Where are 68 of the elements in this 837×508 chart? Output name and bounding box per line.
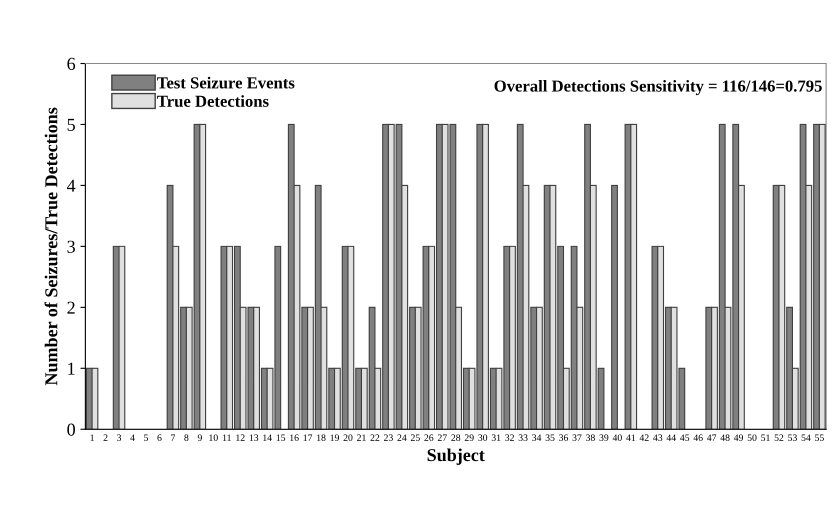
y-tick-label: 2 [67, 302, 75, 314]
x-tick-label: 47 [706, 434, 716, 441]
x-tick-label: 5 [144, 434, 148, 441]
x-tick-label: 41 [626, 434, 636, 441]
bar [611, 184, 618, 430]
legend-label: Test Seizure Events [157, 76, 294, 89]
annotation: Overall Detections Sensitivity = 116/146=0.795 [494, 80, 822, 96]
y-tick-label: 0 [67, 424, 75, 436]
x-tick-label: 3 [117, 434, 122, 441]
x-tick-label: 14 [263, 434, 272, 441]
x-tick-label: 22 [370, 434, 380, 441]
x-tick-label: 38 [586, 434, 595, 441]
x-axis-title: Subject [428, 448, 485, 465]
x-tick-label: 15 [276, 434, 286, 441]
x-tick-label: 34 [532, 434, 542, 441]
x-tick-label: 44 [666, 434, 676, 441]
x-tick-label: 7 [171, 434, 176, 441]
x-tick-label: 51 [761, 434, 770, 441]
x-tick-label: 9 [198, 434, 202, 441]
y-tick-label: 5 [68, 118, 75, 131]
x-tick-label: 35 [546, 434, 555, 441]
x-tick-label: 6 [157, 434, 162, 441]
x-tick-label: 21 [357, 434, 366, 441]
x-tick-label: 52 [774, 434, 784, 441]
x-tick-label: 39 [600, 434, 608, 441]
x-tick-label: 2 [104, 434, 108, 441]
x-tick-label: 16 [290, 434, 299, 441]
x-tick-label: 46 [694, 434, 703, 441]
x-tick-label: 27 [438, 434, 447, 441]
x-tick-label: 50 [748, 434, 757, 441]
x-tick-label: 20 [344, 434, 352, 441]
y-tick-label: 6 [67, 58, 76, 70]
x-tick-label: 28 [451, 434, 460, 441]
x-tick-label: 53 [788, 434, 797, 441]
x-tick-label: 42 [640, 434, 649, 441]
y-tick-label: 1 [68, 362, 75, 375]
x-tick-label: 37 [572, 434, 582, 441]
y-tick-label: 3 [67, 240, 75, 253]
x-tick-label: 18 [317, 434, 326, 441]
x-tick-label: 29 [464, 434, 474, 441]
x-tick-label: 10 [209, 434, 218, 441]
x-tick-label: 17 [304, 434, 312, 441]
x-tick-label: 33 [518, 434, 528, 441]
x-tick-label: 26 [424, 434, 434, 441]
x-tick-label: 25 [410, 434, 420, 441]
x-tick-label: 43 [653, 434, 662, 441]
x-tick-label: 1 [90, 434, 94, 441]
x-tick-label: 24 [397, 434, 407, 441]
y-axis-title: Number of Seizures/True Detections [44, 108, 58, 386]
x-tick-label: 19 [330, 434, 339, 441]
x-tick-label: 31 [492, 434, 500, 441]
x-tick-label: 48 [720, 434, 730, 441]
x-tick-label: 30 [478, 434, 488, 441]
x-tick-label: 32 [505, 434, 514, 441]
legend-label: True Detections [157, 95, 269, 107]
x-tick-label: 4 [130, 434, 135, 441]
x-tick-label: 11 [222, 434, 231, 441]
x-tick-label: 45 [680, 434, 690, 441]
x-tick-label: 55 [815, 434, 824, 441]
x-tick-label: 13 [250, 434, 258, 441]
x-tick-label: 8 [184, 434, 188, 441]
x-tick-label: 12 [236, 434, 245, 441]
x-tick-label: 40 [612, 434, 622, 441]
x-tick-label: 23 [384, 434, 393, 441]
x-tick-label: 36 [559, 434, 568, 441]
x-tick-label: 54 [802, 434, 811, 441]
y-tick-label: 4 [66, 180, 76, 192]
x-tick-label: 49 [734, 434, 744, 441]
